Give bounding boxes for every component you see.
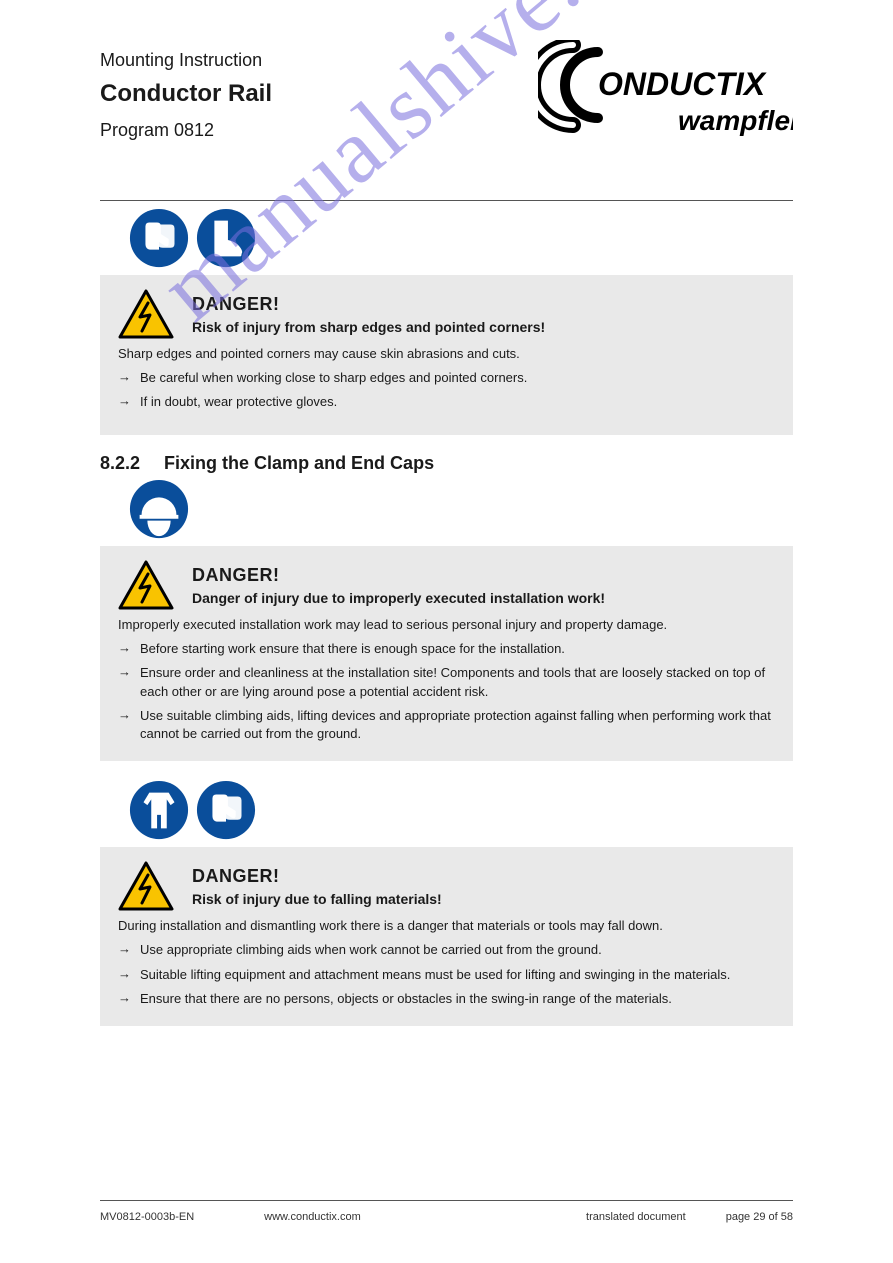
section-number: 8.2.2 — [100, 453, 140, 474]
doc-type: Mounting Instruction — [100, 50, 262, 71]
icon-row — [128, 779, 793, 841]
warning-heading: DANGER! — [192, 565, 605, 586]
bullet: →Use suitable climbing aids, lifting dev… — [118, 707, 775, 743]
helmet-icon — [128, 478, 190, 540]
footer-page: page 29 of 58 — [726, 1211, 793, 1223]
gloves-icon — [128, 207, 190, 269]
doc-title: Conductor Rail — [100, 80, 272, 108]
section-title: Fixing the Clamp and End Caps — [164, 453, 434, 474]
icon-row — [128, 207, 793, 269]
svg-text:ONDUCTIX: ONDUCTIX — [598, 66, 767, 102]
boots-icon — [195, 207, 257, 269]
bullet: →If in doubt, wear protective gloves. — [118, 393, 775, 411]
warning-triangle-icon — [118, 560, 174, 610]
footer-code: MV0812-0003b-EN — [100, 1211, 194, 1223]
warning-subhead: Risk of injury due to falling materials! — [192, 891, 442, 907]
doc-subtitle: Program 0812 — [100, 120, 214, 141]
bullet: →Suitable lifting equipment and attachme… — [118, 966, 775, 984]
svg-text:wampfler: wampfler — [678, 105, 793, 136]
bullet: →Use appropriate climbing aids when work… — [118, 941, 775, 959]
bullet: →Be careful when working close to sharp … — [118, 369, 775, 387]
content: DANGER! Risk of injury from sharp edges … — [100, 205, 793, 1044]
header-rule — [100, 200, 793, 201]
warning-heading: DANGER! — [192, 866, 442, 887]
warning-body: Sharp edges and pointed corners may caus… — [118, 345, 775, 363]
footer-translated: translated document — [586, 1211, 686, 1223]
warning-body: During installation and dismantling work… — [118, 917, 775, 935]
brand-logo: ONDUCTIX wampfler — [538, 40, 793, 150]
section-gloves-boots: DANGER! Risk of injury from sharp edges … — [100, 207, 793, 435]
gloves-icon — [195, 779, 257, 841]
warning-triangle-icon — [118, 861, 174, 911]
footer-url: www.conductix.com — [264, 1211, 361, 1223]
warning-box: DANGER! Risk of injury from sharp edges … — [100, 275, 793, 435]
header: Mounting Instruction Conductor Rail Prog… — [0, 30, 893, 205]
section-helmet: 8.2.2 Fixing the Clamp and End Caps — [100, 453, 793, 761]
section-suit-gloves: DANGER! Risk of injury due to falling ma… — [100, 779, 793, 1026]
warning-box: DANGER! Danger of injury due to improper… — [100, 546, 793, 761]
warning-box: DANGER! Risk of injury due to falling ma… — [100, 847, 793, 1026]
coverall-icon — [128, 779, 190, 841]
icon-row — [128, 478, 793, 540]
footer-rule — [100, 1200, 793, 1201]
warning-triangle-icon — [118, 289, 174, 339]
footer: MV0812-0003b-EN www.conductix.com transl… — [100, 1200, 793, 1223]
warning-body: Improperly executed installation work ma… — [118, 616, 775, 634]
warning-heading: DANGER! — [192, 294, 545, 315]
bullet: →Ensure that there are no persons, objec… — [118, 990, 775, 1008]
warning-subhead: Danger of injury due to improperly execu… — [192, 590, 605, 606]
bullet: →Ensure order and cleanliness at the ins… — [118, 664, 775, 700]
bullet: →Before starting work ensure that there … — [118, 640, 775, 658]
warning-subhead: Risk of injury from sharp edges and poin… — [192, 319, 545, 335]
section-heading: 8.2.2 Fixing the Clamp and End Caps — [100, 453, 793, 474]
